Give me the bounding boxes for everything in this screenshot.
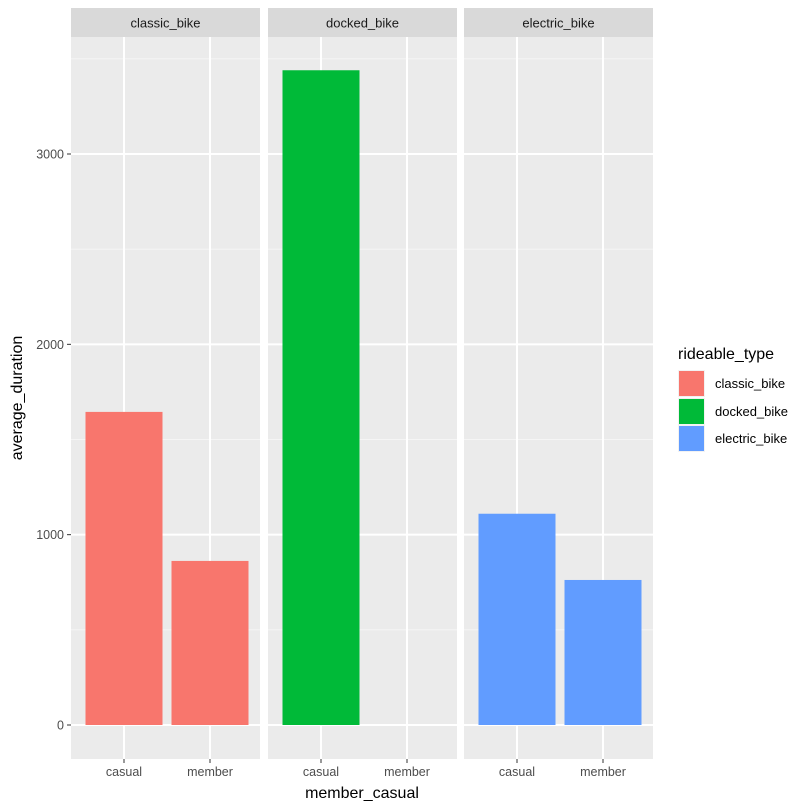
bar-electric_bike-member bbox=[564, 579, 642, 725]
facet-strip bbox=[71, 8, 260, 37]
y-tick-label: 3000 bbox=[36, 148, 64, 162]
legend-swatch-electric_bike bbox=[679, 426, 704, 451]
legend: rideable_type classic_bike docked_bikeele… bbox=[678, 346, 788, 452]
bar-classic_bike-member bbox=[171, 560, 249, 725]
y-tick-label: 0 bbox=[57, 719, 64, 733]
x-tick-label: casual bbox=[106, 765, 142, 779]
facet-strip-label: docked_bike bbox=[326, 16, 399, 31]
x-axis-title: member_casual bbox=[305, 785, 419, 802]
bar-classic_bike-casual bbox=[85, 411, 163, 725]
bar-electric_bike-casual bbox=[478, 513, 556, 725]
facet-panel-classic_bike: classic_bike bbox=[71, 8, 260, 759]
legend-label-electric_bike: electric_bike bbox=[715, 431, 787, 446]
x-tick-label: casual bbox=[499, 765, 535, 779]
x-tick-label: member bbox=[187, 765, 233, 779]
legend-label-classic_bike: classic_bike bbox=[715, 376, 785, 391]
bar-docked_bike-casual bbox=[282, 70, 360, 725]
y-axis-title: average_duration bbox=[9, 336, 26, 461]
facet-strip-label: classic_bike bbox=[130, 16, 200, 31]
y-tick-label: 2000 bbox=[36, 338, 64, 352]
facet-strip bbox=[268, 8, 457, 37]
legend-label-docked_bike: docked_bike bbox=[715, 404, 788, 419]
facet-panel-docked_bike: docked_bike bbox=[268, 8, 457, 759]
x-axis: casual member casual member casual member bbox=[106, 759, 626, 779]
y-tick-label: 1000 bbox=[36, 528, 64, 542]
legend-swatch-docked_bike bbox=[679, 399, 704, 424]
x-tick-label: member bbox=[580, 765, 626, 779]
y-axis: 0 1000 2000 3000 bbox=[36, 148, 71, 733]
facet-strip bbox=[464, 8, 653, 37]
legend-swatch-classic_bike bbox=[679, 371, 704, 396]
x-tick-label: member bbox=[384, 765, 430, 779]
facet-strip-label: electric_bike bbox=[522, 16, 594, 31]
facet-panels: classic_bike docked_bike electric_bike bbox=[71, 8, 653, 759]
legend-title: rideable_type bbox=[678, 346, 774, 363]
facet-panel-electric_bike: electric_bike bbox=[464, 8, 653, 759]
x-tick-label: casual bbox=[303, 765, 339, 779]
